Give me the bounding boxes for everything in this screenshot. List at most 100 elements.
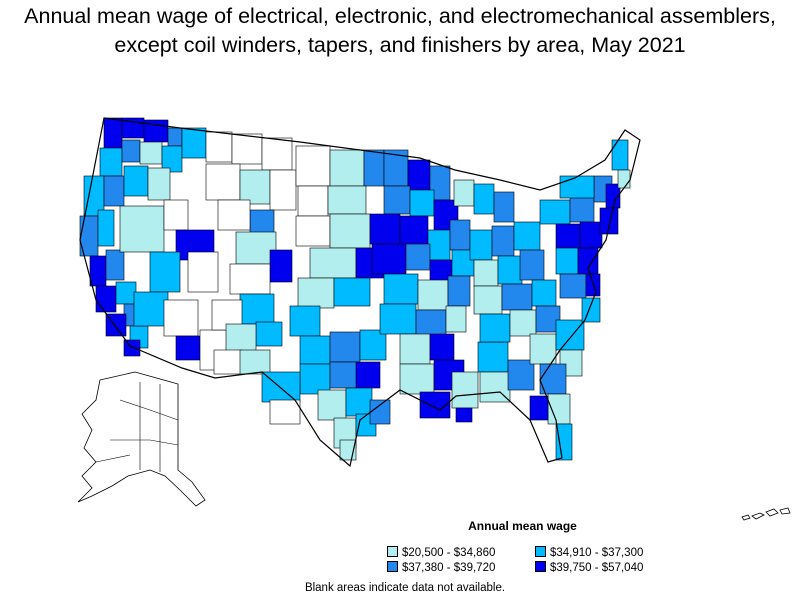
- map-area: [329, 331, 361, 363]
- map-area: [447, 275, 471, 307]
- map-area: [581, 297, 601, 323]
- map-area: [473, 285, 503, 315]
- map-area: [97, 209, 115, 247]
- map-area: [477, 341, 509, 373]
- map-area: [371, 243, 407, 275]
- map-area: [249, 209, 275, 235]
- map-area: [295, 145, 331, 187]
- map-area: [539, 199, 571, 225]
- map-area: [449, 219, 471, 251]
- legend-label-2: $34,910 - $37,300: [550, 547, 644, 559]
- map-area: [539, 363, 567, 395]
- map-area: [239, 169, 271, 205]
- map-area: [289, 305, 321, 337]
- map-area: [329, 213, 371, 249]
- map-area: [225, 323, 257, 355]
- map-area: [261, 137, 293, 171]
- map-area: [297, 277, 335, 309]
- legend-swatch-2: [535, 546, 546, 557]
- map-area: [269, 249, 293, 283]
- map-area: [167, 127, 183, 147]
- alaska-region: [77, 371, 206, 507]
- map-area: [369, 399, 391, 425]
- map-area: [529, 395, 549, 421]
- map-area: [399, 363, 435, 395]
- map-area: [103, 117, 123, 149]
- alaska-borough-lines: [95, 382, 179, 472]
- map-area: [555, 223, 581, 249]
- map-area: [579, 221, 603, 249]
- map-area: [329, 149, 365, 187]
- map-area: [493, 191, 515, 223]
- map-area: [409, 189, 435, 217]
- legend-item-1: $20,500 - $34,860: [387, 546, 495, 560]
- map-area: [469, 229, 493, 261]
- map-area: [491, 225, 515, 257]
- legend-label-4: $39,750 - $57,040: [550, 562, 644, 574]
- map-area: [569, 195, 595, 223]
- map-area: [555, 423, 573, 461]
- map-area: [115, 281, 137, 305]
- map-area: [473, 183, 495, 215]
- legend-item-2: $34,910 - $37,300: [535, 546, 643, 560]
- map-area: [585, 273, 601, 297]
- map-area: [231, 133, 263, 165]
- map-area: [269, 399, 301, 425]
- hawaii-region: [741, 507, 791, 521]
- map-area: [531, 279, 557, 307]
- map-area: [451, 371, 479, 409]
- map-area: [407, 159, 431, 191]
- blank-areas-note: Blank areas indicate data not available.: [304, 582, 506, 594]
- map-area: [355, 361, 381, 389]
- map-area: [123, 339, 141, 357]
- map-area: [383, 273, 419, 305]
- map-area: [103, 175, 125, 207]
- map-area: [269, 169, 297, 211]
- map-area: [429, 333, 455, 361]
- map-area: [479, 313, 511, 343]
- map-area: [399, 333, 431, 365]
- map-area: [519, 249, 545, 281]
- legend-swatch-3: [387, 561, 398, 572]
- map-area: [205, 163, 241, 201]
- map-area: [507, 359, 535, 391]
- map-area: [105, 249, 125, 281]
- map-area: [187, 251, 219, 293]
- map-area: [295, 215, 331, 247]
- map-area: [139, 141, 163, 165]
- legend-item-3: $37,380 - $39,720: [387, 561, 495, 575]
- map-area: [205, 131, 233, 163]
- map-area: [611, 139, 629, 171]
- map-area: [497, 255, 523, 285]
- map-area: [317, 389, 347, 421]
- map-area: [359, 329, 387, 361]
- map-area: [599, 207, 619, 235]
- map-title: Annual mean wage of electrical, electron…: [24, 4, 776, 57]
- map-area: [333, 277, 371, 307]
- map-area: [149, 251, 181, 293]
- legend-label-1: $20,500 - $34,860: [402, 547, 496, 559]
- map-area: [405, 243, 431, 271]
- map-area: [399, 215, 429, 245]
- map-area: [163, 199, 189, 231]
- map-area: [229, 263, 271, 295]
- legend-swatch-4: [535, 561, 546, 572]
- map-area: [473, 259, 499, 287]
- map-area: [95, 285, 117, 313]
- map-area: [297, 185, 329, 217]
- alaska-outline: [77, 371, 206, 507]
- map-area: [417, 279, 449, 311]
- map-area: [123, 165, 149, 197]
- map-area: [121, 139, 141, 163]
- map-area: [163, 299, 199, 337]
- contiguous-us-outline: [79, 117, 641, 468]
- map-area: [379, 303, 417, 335]
- map-area: [501, 283, 533, 311]
- map-area: [555, 319, 585, 351]
- map-area: [133, 291, 169, 327]
- hawaii-islands: [741, 507, 791, 521]
- map-area: [559, 273, 587, 299]
- map-area: [213, 349, 243, 375]
- map-area: [559, 175, 595, 199]
